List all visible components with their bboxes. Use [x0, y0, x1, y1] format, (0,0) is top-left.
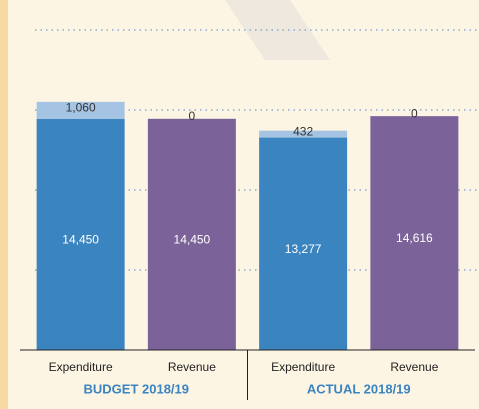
value-label: 14,450	[62, 233, 99, 247]
value-label: 0	[411, 106, 418, 120]
side-stripe	[0, 0, 8, 409]
bar-segment	[36, 118, 125, 350]
value-label: 432	[293, 124, 313, 138]
x-tick-label: Expenditure	[271, 360, 335, 374]
x-tick-label: Revenue	[168, 360, 216, 374]
bar-segment	[147, 118, 236, 350]
group-label: ACTUAL 2018/19	[307, 381, 411, 396]
value-label: 1,060	[66, 100, 96, 114]
value-label: 0	[189, 109, 196, 123]
value-label: 14,616	[396, 231, 433, 245]
bar-segment	[259, 130, 348, 138]
x-tick-label: Revenue	[390, 360, 438, 374]
bar-segment	[36, 101, 125, 119]
value-label: 14,450	[174, 233, 211, 247]
bar-segment	[370, 116, 459, 350]
group-label: BUDGET 2018/19	[84, 381, 190, 396]
value-label: 13,277	[285, 242, 322, 256]
x-tick-label: Expenditure	[49, 360, 113, 374]
bar-segment	[259, 137, 348, 350]
